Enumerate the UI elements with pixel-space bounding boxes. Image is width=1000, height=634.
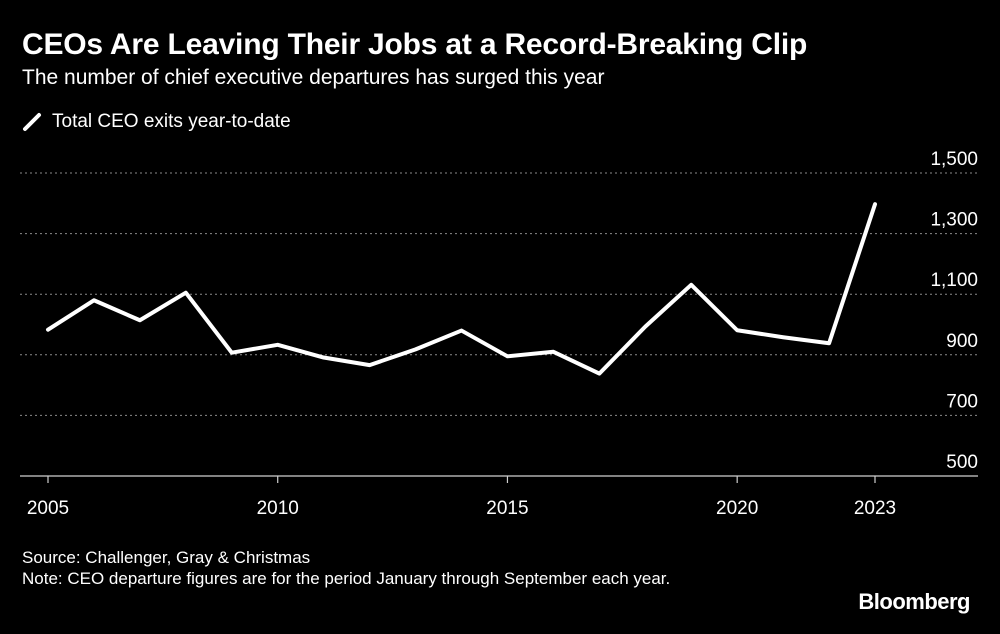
legend: Total CEO exits year-to-date <box>22 111 291 133</box>
data-point-2011 <box>322 356 326 360</box>
data-point-2009 <box>230 351 234 355</box>
x-tick-label-2010: 2010 <box>257 498 299 519</box>
data-point-2022 <box>827 341 831 345</box>
data-point-2006 <box>92 298 96 302</box>
x-tick-label-2005: 2005 <box>27 498 69 519</box>
data-point-2019 <box>689 283 693 287</box>
y-tick-label-700: 700 <box>946 391 978 412</box>
footer: Source: Challenger, Gray & Christmas Not… <box>22 547 822 589</box>
chart-subtitle: The number of chief executive departures… <box>22 66 605 89</box>
data-point-2023 <box>873 202 877 206</box>
x-tick-label-2023: 2023 <box>854 498 896 519</box>
data-point-2021 <box>781 335 785 339</box>
chart-title: CEOs Are Leaving Their Jobs at a Record-… <box>22 28 808 61</box>
data-point-2018 <box>643 325 647 329</box>
data-point-2013 <box>414 347 418 351</box>
data-point-2015 <box>505 354 509 358</box>
series-line-0 <box>46 202 877 376</box>
data-point-2020 <box>735 328 739 332</box>
data-point-2008 <box>184 291 188 295</box>
y-tick-label-1100: 1,100 <box>930 270 978 291</box>
y-tick-label-1500: 1,500 <box>930 149 978 170</box>
x-tick-label-2015: 2015 <box>486 498 528 519</box>
bloomberg-logo: Bloomberg <box>858 589 970 614</box>
data-point-2007 <box>138 318 142 322</box>
y-tick-label-900: 900 <box>946 331 978 352</box>
x-tick-label-2020: 2020 <box>716 498 758 519</box>
data-point-2010 <box>276 343 280 347</box>
source-note: Source: Challenger, Gray & Christmas <box>22 548 311 567</box>
methodology-note: Note: CEO departure figures are for the … <box>22 569 671 588</box>
data-point-2014 <box>460 329 464 333</box>
legend-line-icon <box>23 113 41 131</box>
data-point-2005 <box>46 328 50 332</box>
legend-label: Total CEO exits year-to-date <box>52 111 291 132</box>
y-tick-label-500: 500 <box>946 452 978 473</box>
data-point-2016 <box>551 350 555 354</box>
data-point-2017 <box>597 372 601 376</box>
data-point-2012 <box>368 363 372 367</box>
y-tick-label-1300: 1,300 <box>930 210 978 231</box>
